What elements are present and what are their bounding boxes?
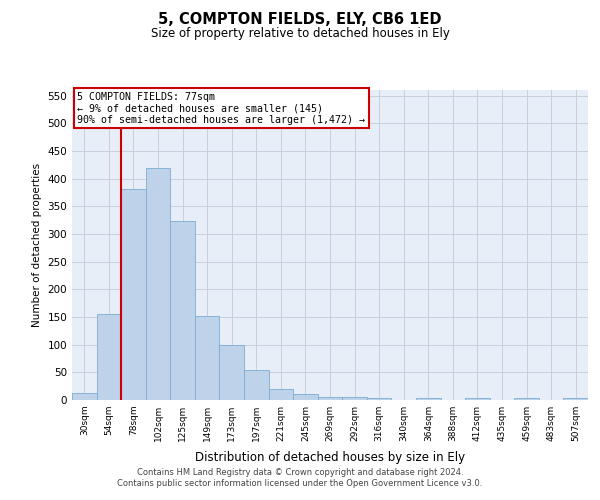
Bar xyxy=(563,398,588,400)
Text: 5, COMPTON FIELDS, ELY, CB6 1ED: 5, COMPTON FIELDS, ELY, CB6 1ED xyxy=(158,12,442,28)
Bar xyxy=(514,398,539,400)
Text: Distribution of detached houses by size in Ely: Distribution of detached houses by size … xyxy=(195,451,465,464)
Bar xyxy=(244,370,269,400)
Bar xyxy=(97,314,121,400)
Bar xyxy=(72,393,97,400)
Y-axis label: Number of detached properties: Number of detached properties xyxy=(32,163,42,327)
Text: Size of property relative to detached houses in Ely: Size of property relative to detached ho… xyxy=(151,28,449,40)
Bar xyxy=(121,188,146,400)
Bar xyxy=(146,168,170,400)
Bar xyxy=(170,221,195,400)
Bar xyxy=(367,398,391,400)
Bar xyxy=(342,397,367,400)
Bar xyxy=(416,398,440,400)
Bar xyxy=(195,316,220,400)
Bar xyxy=(220,344,244,400)
Bar xyxy=(269,390,293,400)
Text: 5 COMPTON FIELDS: 77sqm
← 9% of detached houses are smaller (145)
90% of semi-de: 5 COMPTON FIELDS: 77sqm ← 9% of detached… xyxy=(77,92,365,124)
Bar xyxy=(293,394,318,400)
Bar xyxy=(465,398,490,400)
Text: Contains HM Land Registry data © Crown copyright and database right 2024.
Contai: Contains HM Land Registry data © Crown c… xyxy=(118,468,482,487)
Bar xyxy=(318,397,342,400)
